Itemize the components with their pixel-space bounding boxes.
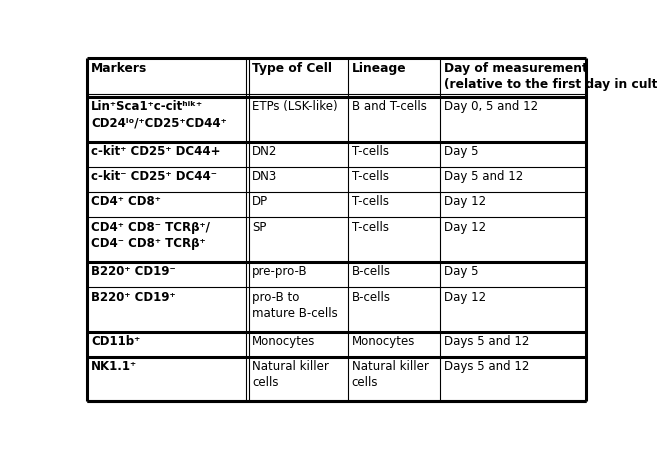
Text: B-cells: B-cells — [351, 265, 391, 278]
Text: Day 5: Day 5 — [444, 145, 478, 158]
Text: Day 12: Day 12 — [444, 221, 486, 234]
Text: B and T-cells: B and T-cells — [351, 101, 426, 113]
Text: Day 0, 5 and 12: Day 0, 5 and 12 — [444, 101, 538, 113]
Text: Day 5 and 12: Day 5 and 12 — [444, 170, 524, 183]
Text: Monocytes: Monocytes — [252, 335, 315, 348]
Text: CD11b⁺: CD11b⁺ — [91, 335, 141, 348]
Text: T-cells: T-cells — [351, 170, 389, 183]
Text: Lineage: Lineage — [351, 61, 407, 75]
Text: Days 5 and 12: Days 5 and 12 — [444, 360, 530, 374]
Text: Days 5 and 12: Days 5 and 12 — [444, 335, 530, 348]
Text: CD4⁺ CD8⁺: CD4⁺ CD8⁺ — [91, 196, 161, 208]
Text: B220⁺ CD19⁺: B220⁺ CD19⁺ — [91, 290, 176, 303]
Text: DN2: DN2 — [252, 145, 277, 158]
Text: SP: SP — [252, 221, 266, 234]
Text: c-kit⁻ CD25⁺ DC44⁻: c-kit⁻ CD25⁺ DC44⁻ — [91, 170, 217, 183]
Text: DN3: DN3 — [252, 170, 277, 183]
Text: Type of Cell: Type of Cell — [252, 61, 332, 75]
Text: Monocytes: Monocytes — [351, 335, 415, 348]
Text: T-cells: T-cells — [351, 145, 389, 158]
Text: Natural killer
cells: Natural killer cells — [252, 360, 329, 389]
Text: B220⁺ CD19⁻: B220⁺ CD19⁻ — [91, 265, 176, 278]
Text: c-kit⁺ CD25⁺ DC44+: c-kit⁺ CD25⁺ DC44+ — [91, 145, 221, 158]
Text: CD4⁺ CD8⁻ TCRβ⁺/
CD4⁻ CD8⁺ TCRβ⁺: CD4⁺ CD8⁻ TCRβ⁺/ CD4⁻ CD8⁺ TCRβ⁺ — [91, 221, 210, 250]
Text: Markers: Markers — [91, 61, 148, 75]
Text: T-cells: T-cells — [351, 196, 389, 208]
Text: Day 12: Day 12 — [444, 290, 486, 303]
Text: DP: DP — [252, 196, 268, 208]
Text: NK1.1⁺: NK1.1⁺ — [91, 360, 137, 374]
Text: T-cells: T-cells — [351, 221, 389, 234]
Text: ETPs (LSK-like): ETPs (LSK-like) — [252, 101, 338, 113]
Text: pre-pro-B: pre-pro-B — [252, 265, 307, 278]
Text: Lin⁺Sca1⁺c-citʰⁱᵏ⁺
CD24ˡᵒ/⁺CD25⁺CD44⁺: Lin⁺Sca1⁺c-citʰⁱᵏ⁺ CD24ˡᵒ/⁺CD25⁺CD44⁺ — [91, 101, 227, 129]
Text: Day 5: Day 5 — [444, 265, 478, 278]
Text: Natural killer
cells: Natural killer cells — [351, 360, 428, 389]
Text: Day 12: Day 12 — [444, 196, 486, 208]
Text: B-cells: B-cells — [351, 290, 391, 303]
Text: pro-B to
mature B-cells: pro-B to mature B-cells — [252, 290, 338, 319]
Text: Day of measurement
(relative to the first day in culture): Day of measurement (relative to the firs… — [444, 61, 657, 91]
